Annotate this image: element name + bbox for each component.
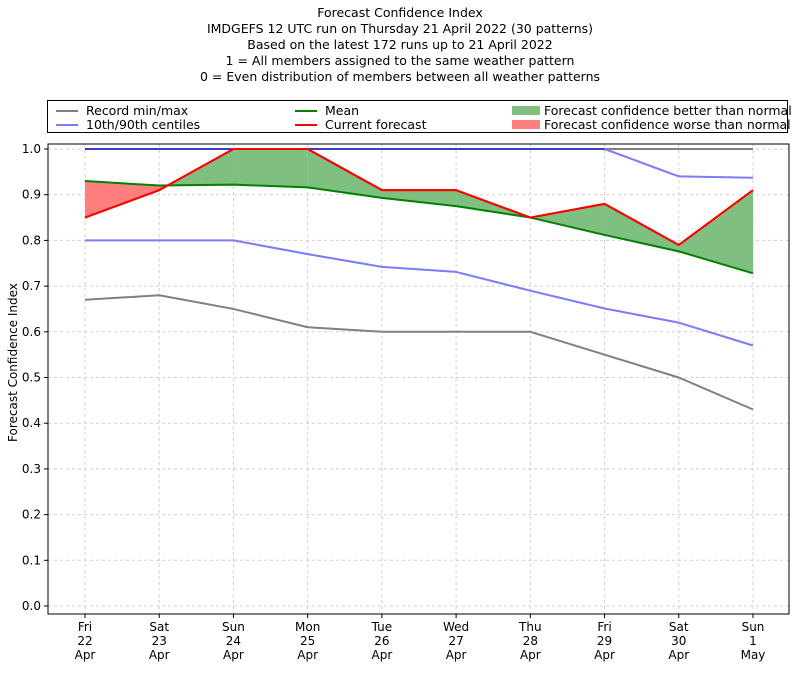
x-tick-label: 26 (374, 634, 389, 648)
legend-label-mean: Mean (325, 103, 360, 118)
legend-item-mean: Mean (295, 103, 359, 118)
series-line-mean (84, 179, 754, 275)
chart-title-block: Forecast Confidence Index IMDGEFS 12 UTC… (0, 5, 800, 85)
y-tick-label: 0.1 (22, 553, 41, 567)
chart-subtitle-run: IMDGEFS 12 UTC run on Thursday 21 April … (206, 21, 594, 36)
x-tick-label: 24 (226, 634, 241, 648)
chart-subtitle-runs: Based on the latest 172 runs up to 21 Ap… (247, 37, 553, 52)
series-line-current-forecast-top (84, 148, 754, 246)
legend-label-record: Record min/max (86, 103, 189, 118)
y-tick-label: 0.2 (22, 508, 41, 522)
series-lines (84, 148, 754, 411)
legend-swatch-worse (512, 120, 540, 129)
y-tick-label: 0.5 (22, 371, 41, 385)
y-tick-label: 0.6 (22, 325, 41, 339)
x-tick-label: Fri (78, 620, 92, 634)
fill-better-segment (233, 149, 308, 188)
x-tick-label: Thu (518, 620, 542, 634)
fill-better-segment (381, 190, 457, 207)
y-tick-label: 0.8 (22, 233, 41, 247)
y-tick-label: 0.0 (22, 599, 41, 613)
x-tick-label: Mon (295, 620, 320, 634)
legend-item-better: Forecast confidence better than normal (512, 103, 792, 118)
x-tick-label: Fri (597, 620, 611, 634)
x-tick-label: Sat (669, 620, 689, 634)
chart-title: Forecast Confidence Index (317, 5, 483, 20)
x-tick-label: Sat (149, 620, 169, 634)
x-tick-label: Apr (149, 648, 170, 662)
x-tick-label: Sun (742, 620, 765, 634)
grid (48, 144, 789, 614)
x-tick-label: Apr (520, 648, 541, 662)
legend-item-forecast: Current forecast (295, 117, 426, 132)
fill-better-segment (604, 203, 679, 252)
x-tick-label: 25 (300, 634, 315, 648)
x-tick-label: 23 (152, 634, 167, 648)
confidence-fills (85, 149, 753, 274)
series-line-10th-centile (85, 239, 754, 347)
legend-label-centiles: 10th/90th centiles (86, 117, 201, 132)
legend-item-worse: Forecast confidence worse than normal (512, 117, 791, 132)
fill-worse-segment (85, 180, 160, 218)
plot-frame (47, 143, 790, 615)
x-tick-label: Apr (297, 648, 318, 662)
x-axis: Fri22AprSat23AprSun24AprMon25AprTue26Apr… (75, 614, 766, 662)
legend-item-centiles: 10th/90th centiles (56, 117, 200, 132)
legend: Record min/max 10th/90th centiles Mean C… (47, 100, 792, 133)
y-tick-label: 0.9 (22, 188, 41, 202)
x-tick-label: Apr (372, 648, 393, 662)
legend-label-worse: Forecast confidence worse than normal (544, 117, 791, 132)
x-tick-label: May (741, 648, 766, 662)
legend-swatch-record (56, 109, 78, 112)
fill-better-segment (307, 149, 382, 198)
fill-better-segment (678, 190, 753, 274)
y-tick-label: 0.4 (22, 416, 41, 430)
x-tick-label: 30 (671, 634, 686, 648)
x-tick-label: 28 (523, 634, 538, 648)
x-tick-label: 29 (597, 634, 612, 648)
x-tick-label: 27 (448, 634, 463, 648)
legend-swatch-forecast (295, 123, 317, 126)
fill-better-segment (530, 203, 605, 235)
x-tick-label: Tue (371, 620, 393, 634)
y-tick-label: 1.0 (22, 142, 41, 156)
x-tick-label: Sun (222, 620, 245, 634)
legend-label-better: Forecast confidence better than normal (544, 103, 792, 118)
chart-subtitle-one: 1 = All members assigned to the same wea… (225, 53, 575, 68)
x-tick-label: Apr (446, 648, 467, 662)
y-tick-label: 0.7 (22, 279, 41, 293)
y-tick-label: 0.3 (22, 462, 41, 476)
x-tick-label: Apr (223, 648, 244, 662)
x-tick-label: 22 (77, 634, 92, 648)
legend-item-record: Record min/max (56, 103, 188, 118)
x-tick-label: 1 (749, 634, 757, 648)
legend-label-forecast: Current forecast (325, 117, 427, 132)
x-tick-label: Apr (75, 648, 96, 662)
chart-subtitle-zero: 0 = Even distribution of members between… (199, 69, 601, 84)
series-line-record-min (84, 294, 754, 411)
x-tick-label: Wed (443, 620, 469, 634)
series-line-90th-centile (85, 148, 754, 179)
legend-swatch-centiles (56, 123, 78, 126)
y-axis: 0.0 0.1 0.2 0.3 0.4 0.5 0.6 0.7 0.8 0.9 1.0 (22, 142, 48, 613)
x-tick-label: Apr (594, 648, 615, 662)
legend-swatch-better (512, 106, 540, 115)
legend-swatch-mean (295, 109, 317, 112)
x-tick-label: Apr (668, 648, 689, 662)
